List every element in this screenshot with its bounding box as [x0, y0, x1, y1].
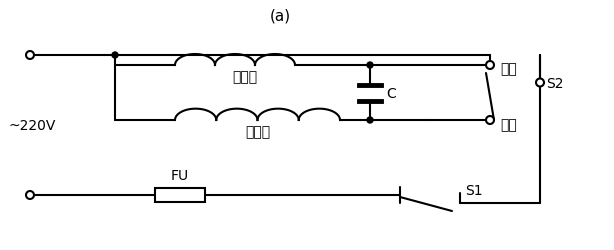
Circle shape — [486, 116, 494, 124]
Text: 副绕组: 副绕组 — [233, 70, 257, 84]
Circle shape — [536, 79, 544, 87]
Circle shape — [112, 53, 118, 59]
Text: ~220V: ~220V — [8, 118, 55, 132]
Circle shape — [26, 52, 34, 60]
Text: S2: S2 — [546, 76, 564, 90]
Text: FU: FU — [171, 168, 189, 182]
Text: C: C — [386, 86, 396, 100]
Text: 反转: 反转 — [500, 62, 517, 76]
Circle shape — [486, 62, 494, 70]
Text: S1: S1 — [465, 183, 483, 197]
Circle shape — [487, 118, 493, 124]
Text: (a): (a) — [270, 8, 290, 24]
Circle shape — [487, 63, 493, 69]
Circle shape — [367, 63, 373, 69]
Circle shape — [367, 118, 373, 124]
Text: 正转: 正转 — [500, 118, 517, 132]
Circle shape — [26, 191, 34, 199]
FancyBboxPatch shape — [155, 188, 205, 202]
Text: 主绕组: 主绕组 — [245, 124, 270, 138]
